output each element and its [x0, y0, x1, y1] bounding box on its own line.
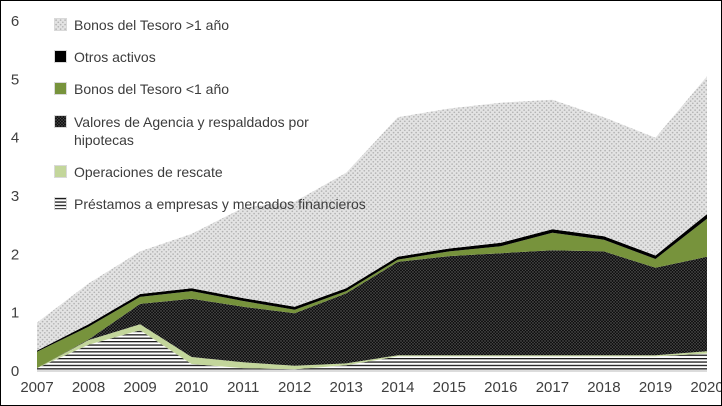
x-tick-label: 2009 — [123, 379, 156, 396]
y-tick-label: 3 — [11, 188, 19, 205]
legend-swatch-icon — [54, 50, 67, 64]
y-tick-label: 4 — [11, 130, 19, 147]
legend-swatch-icon — [54, 18, 67, 31]
x-tick-label: 2012 — [278, 379, 311, 396]
legend-label: Otros activos — [74, 49, 156, 66]
legend-item: Préstamos a empresas y mercados financie… — [54, 195, 367, 213]
area-series — [37, 76, 707, 351]
legend-label: Bonos del Tesoro >1 año — [74, 17, 230, 33]
legend-item: Bonos del Tesoro >1 año — [54, 16, 367, 34]
y-tick-label: 6 — [11, 13, 19, 30]
area-series — [37, 218, 707, 369]
chart-legend: Bonos del Tesoro >1 año Otros activos Bono… — [54, 16, 367, 213]
legend-swatch-icon — [54, 164, 67, 178]
x-tick-label: 2020 — [690, 379, 722, 396]
area-series — [37, 324, 707, 370]
x-tick-label: 2019 — [639, 379, 672, 396]
x-tick-label: 2015 — [433, 379, 466, 396]
x-tick-label: 2010 — [175, 379, 208, 396]
legend-swatch-icon — [54, 197, 67, 211]
legend-label: Préstamos a empresas y mercados financie… — [74, 196, 366, 213]
x-tick-label: 2014 — [381, 379, 414, 396]
area-series — [37, 330, 707, 371]
x-tick-label: 2013 — [330, 379, 363, 396]
legend-swatch-icon — [54, 114, 67, 128]
legend-swatch-icon — [54, 82, 67, 96]
y-tick-label: 2 — [11, 246, 19, 263]
legend-item: Bonos del Tesoro <1 año — [54, 80, 367, 98]
x-tick-label: 2008 — [72, 379, 105, 396]
legend-item: Valores de Agencia y respaldados por hip… — [54, 113, 367, 149]
legend-label: Bonos del Tesoro <1 año — [74, 81, 230, 98]
area-series — [37, 250, 707, 369]
legend-item: Otros activos — [54, 48, 367, 66]
x-tick-label: 2016 — [484, 379, 517, 396]
x-tick-label: 2017 — [536, 379, 569, 396]
legend-label: Valores de Agencia y respaldados por hip… — [74, 113, 309, 148]
x-tick-label: 2018 — [587, 379, 620, 396]
x-tick-label: 2007 — [20, 379, 53, 396]
legend-item: Operaciones de rescate — [54, 163, 367, 181]
y-tick-label: 1 — [11, 305, 19, 322]
y-tick-label: 5 — [11, 71, 19, 88]
y-tick-label: 0 — [11, 363, 19, 380]
x-tick-label: 2011 — [227, 379, 259, 396]
legend-label: Operaciones de rescate — [74, 163, 223, 180]
